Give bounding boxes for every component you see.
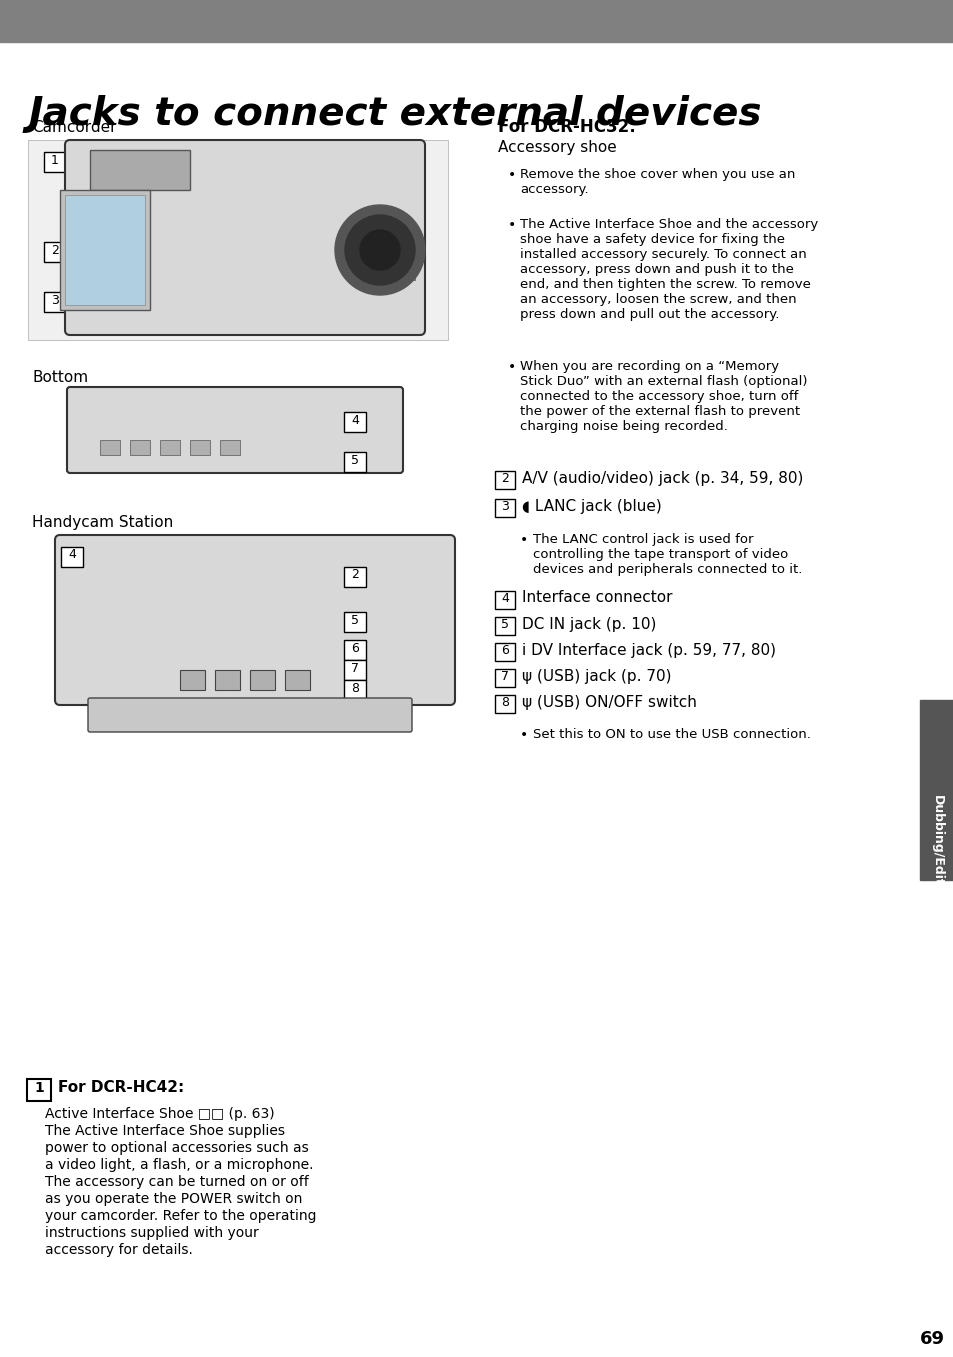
Bar <box>160 440 180 455</box>
Bar <box>0 0 953 42</box>
Text: 69: 69 <box>919 1330 944 1348</box>
Text: 2: 2 <box>351 569 358 582</box>
FancyBboxPatch shape <box>67 387 402 474</box>
Text: Set this to ON to use the USB connection.: Set this to ON to use the USB connection… <box>533 727 810 741</box>
FancyBboxPatch shape <box>344 413 366 432</box>
FancyBboxPatch shape <box>344 660 366 680</box>
Bar <box>250 670 274 689</box>
Text: 7: 7 <box>351 661 358 674</box>
Bar <box>919 700 953 879</box>
FancyBboxPatch shape <box>344 641 366 660</box>
Text: 5: 5 <box>351 613 358 627</box>
FancyBboxPatch shape <box>495 695 515 712</box>
Bar <box>28 140 448 341</box>
FancyBboxPatch shape <box>44 292 66 312</box>
Text: Accessory shoe: Accessory shoe <box>497 140 616 155</box>
Text: 2: 2 <box>500 472 508 486</box>
Text: 4: 4 <box>68 548 76 562</box>
Bar <box>214 670 240 689</box>
FancyBboxPatch shape <box>495 669 515 687</box>
Text: •: • <box>507 360 516 375</box>
FancyBboxPatch shape <box>344 680 366 700</box>
Bar <box>65 195 145 305</box>
Text: Handycam Station: Handycam Station <box>32 516 173 531</box>
Text: power to optional accessories such as: power to optional accessories such as <box>45 1141 309 1155</box>
Text: DC IN jack (p. 10): DC IN jack (p. 10) <box>521 616 656 631</box>
Text: Dubbing/Editing: Dubbing/Editing <box>929 795 943 908</box>
FancyBboxPatch shape <box>27 1079 51 1101</box>
Text: For DCR-HC42:: For DCR-HC42: <box>58 1080 184 1095</box>
Text: Remove the shoe cover when you use an
accessory.: Remove the shoe cover when you use an ac… <box>519 168 795 195</box>
FancyBboxPatch shape <box>344 452 366 472</box>
FancyBboxPatch shape <box>61 547 83 567</box>
FancyBboxPatch shape <box>495 471 515 489</box>
Text: ψ (USB) ON/OFF switch: ψ (USB) ON/OFF switch <box>521 695 696 710</box>
FancyBboxPatch shape <box>344 567 366 588</box>
Text: 8: 8 <box>500 696 509 710</box>
FancyBboxPatch shape <box>88 697 412 731</box>
Circle shape <box>359 229 399 270</box>
FancyBboxPatch shape <box>44 152 66 172</box>
Text: i DV Interface jack (p. 59, 77, 80): i DV Interface jack (p. 59, 77, 80) <box>521 642 775 658</box>
Text: •: • <box>507 218 516 232</box>
Text: 3: 3 <box>51 293 59 307</box>
FancyBboxPatch shape <box>495 592 515 609</box>
Text: 1: 1 <box>34 1082 44 1095</box>
Text: •: • <box>519 727 528 742</box>
Text: 2: 2 <box>51 243 59 256</box>
Bar <box>399 256 415 265</box>
Bar <box>190 440 210 455</box>
Bar <box>100 440 120 455</box>
Bar <box>90 151 190 190</box>
Bar <box>180 670 205 689</box>
Text: The Active Interface Shoe and the accessory
shoe have a safety device for fixing: The Active Interface Shoe and the access… <box>519 218 818 322</box>
Text: 5: 5 <box>351 453 358 467</box>
Text: The LANC control jack is used for
controlling the tape transport of video
device: The LANC control jack is used for contro… <box>533 533 801 575</box>
FancyBboxPatch shape <box>344 612 366 632</box>
FancyBboxPatch shape <box>495 617 515 635</box>
Text: 4: 4 <box>500 593 508 605</box>
FancyBboxPatch shape <box>65 140 424 335</box>
Text: Bottom: Bottom <box>32 370 88 385</box>
Text: accessory for details.: accessory for details. <box>45 1243 193 1257</box>
Text: 4: 4 <box>351 414 358 426</box>
Circle shape <box>345 214 415 285</box>
Text: The accessory can be turned on or off: The accessory can be turned on or off <box>45 1175 309 1189</box>
Text: 5: 5 <box>500 619 509 631</box>
Text: For DCR-HC32:: For DCR-HC32: <box>497 118 636 136</box>
Text: a video light, a flash, or a microphone.: a video light, a flash, or a microphone. <box>45 1158 314 1172</box>
FancyBboxPatch shape <box>55 535 455 706</box>
Text: 8: 8 <box>351 681 358 695</box>
Text: your camcorder. Refer to the operating: your camcorder. Refer to the operating <box>45 1209 316 1223</box>
Text: Active Interface Shoe □□ (p. 63): Active Interface Shoe □□ (p. 63) <box>45 1107 274 1121</box>
Text: •: • <box>519 533 528 547</box>
Text: ◖ LANC jack (blue): ◖ LANC jack (blue) <box>521 498 661 513</box>
Bar <box>285 670 310 689</box>
FancyBboxPatch shape <box>495 643 515 661</box>
Text: The Active Interface Shoe supplies: The Active Interface Shoe supplies <box>45 1124 285 1139</box>
Text: Jacks to connect external devices: Jacks to connect external devices <box>28 95 760 133</box>
Text: as you operate the POWER switch on: as you operate the POWER switch on <box>45 1191 302 1206</box>
Bar <box>130 440 150 455</box>
Bar <box>60 190 150 309</box>
FancyBboxPatch shape <box>495 499 515 517</box>
Circle shape <box>335 205 424 294</box>
Text: Camcorder: Camcorder <box>32 119 116 134</box>
Text: 6: 6 <box>500 645 508 658</box>
Text: 6: 6 <box>351 642 358 654</box>
Text: 1: 1 <box>51 153 59 167</box>
Text: •: • <box>507 168 516 182</box>
Text: 3: 3 <box>500 501 508 513</box>
Bar <box>220 440 240 455</box>
Bar <box>399 271 415 280</box>
FancyBboxPatch shape <box>44 242 66 262</box>
Text: When you are recording on a “Memory
Stick Duo” with an external flash (optional): When you are recording on a “Memory Stic… <box>519 360 806 433</box>
Text: instructions supplied with your: instructions supplied with your <box>45 1225 258 1240</box>
Text: 7: 7 <box>500 670 509 684</box>
Text: Interface connector: Interface connector <box>521 590 672 605</box>
Text: ψ (USB) jack (p. 70): ψ (USB) jack (p. 70) <box>521 669 671 684</box>
Text: A/V (audio/video) jack (p. 34, 59, 80): A/V (audio/video) jack (p. 34, 59, 80) <box>521 471 802 486</box>
